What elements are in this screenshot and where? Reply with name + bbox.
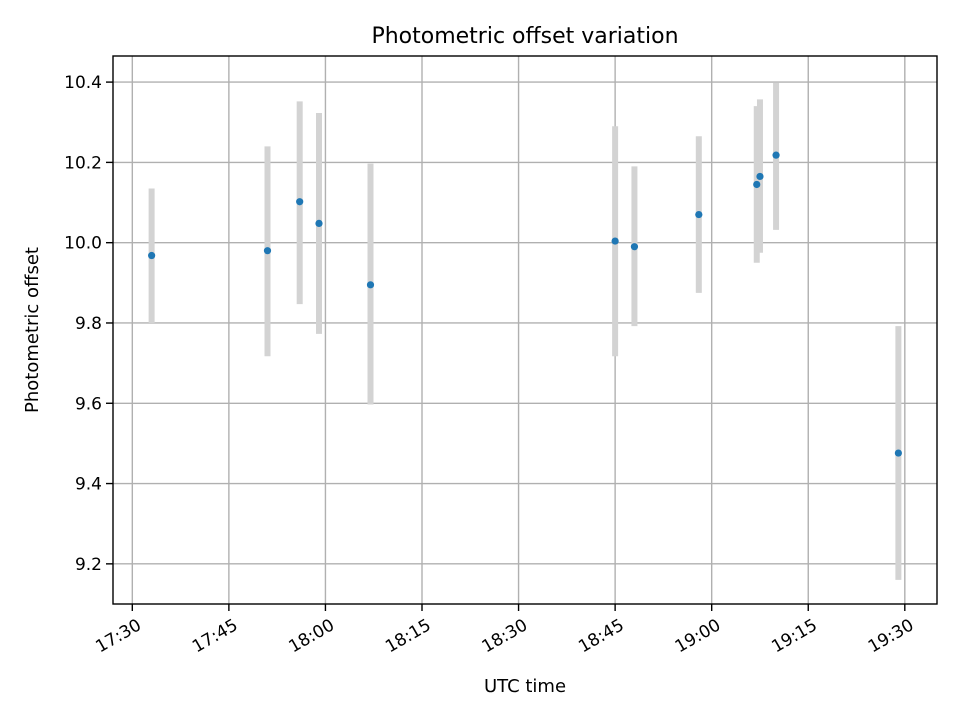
y-tick-label: 10.2 bbox=[64, 153, 102, 173]
x-tick-label: 19:15 bbox=[768, 615, 820, 657]
plot-frame bbox=[112, 55, 938, 605]
data-point bbox=[296, 198, 304, 206]
x-axis-label: UTC time bbox=[484, 676, 566, 697]
x-tick-label: 19:00 bbox=[672, 615, 724, 657]
x-tick-label: 19:30 bbox=[865, 615, 917, 657]
data-point bbox=[753, 180, 761, 189]
data-point-layer bbox=[148, 151, 902, 457]
chart-title: Photometric offset variation bbox=[371, 24, 678, 49]
data-point bbox=[630, 243, 639, 251]
data-point bbox=[695, 210, 703, 219]
x-tick-label: 17:30 bbox=[92, 615, 144, 657]
y-tick-label: 9.4 bbox=[75, 475, 102, 495]
x-tick-label: 18:30 bbox=[479, 615, 531, 657]
y-tick-label: 9.8 bbox=[75, 314, 102, 334]
data-point bbox=[611, 237, 619, 245]
data-point bbox=[148, 251, 156, 260]
x-tick-label: 17:45 bbox=[189, 615, 241, 657]
x-tick-label: 18:15 bbox=[382, 615, 434, 657]
data-point bbox=[366, 281, 375, 289]
y-tick-label: 10.4 bbox=[64, 73, 102, 93]
y-tick-label: 10.0 bbox=[64, 234, 102, 254]
data-point bbox=[756, 172, 764, 181]
grid-layer bbox=[113, 56, 937, 604]
y-tick-label: 9.6 bbox=[75, 394, 102, 414]
y-tick-label: 9.2 bbox=[75, 555, 102, 575]
data-point bbox=[263, 247, 272, 255]
y-axis-label: Photometric offset bbox=[22, 247, 43, 413]
x-tick-label: 18:45 bbox=[575, 615, 627, 657]
x-tick-label: 18:00 bbox=[286, 615, 338, 657]
data-point bbox=[315, 219, 323, 228]
tick-layer: 17:30 17:45 18:00 18:15 18:30 18:45 19:00 19:15… bbox=[64, 73, 917, 657]
error-bar-layer bbox=[148, 82, 902, 580]
data-point bbox=[894, 449, 902, 457]
data-point bbox=[772, 151, 780, 159]
